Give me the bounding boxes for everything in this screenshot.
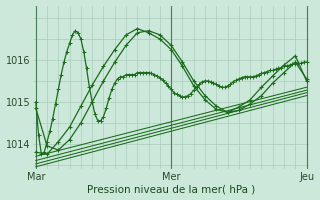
- X-axis label: Pression niveau de la mer( hPa ): Pression niveau de la mer( hPa ): [87, 184, 255, 194]
